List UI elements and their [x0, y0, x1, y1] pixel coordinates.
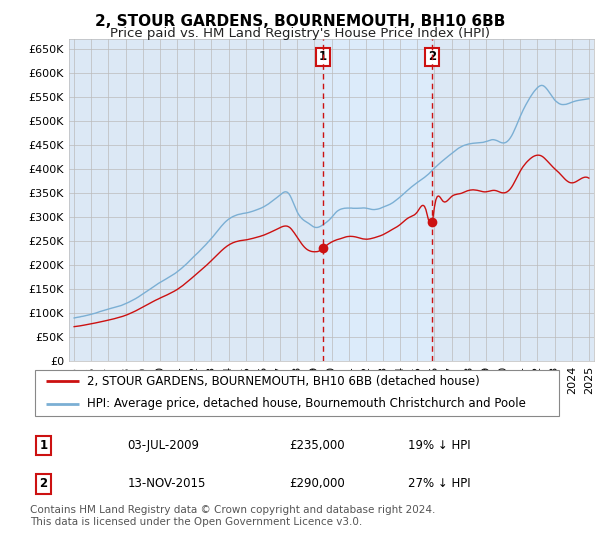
Text: 19% ↓ HPI: 19% ↓ HPI	[408, 439, 470, 452]
Bar	[323, 39, 433, 361]
Text: 2: 2	[428, 50, 436, 63]
Text: 03-JUL-2009: 03-JUL-2009	[127, 439, 199, 452]
Text: 2, STOUR GARDENS, BOURNEMOUTH, BH10 6BB: 2, STOUR GARDENS, BOURNEMOUTH, BH10 6BB	[95, 14, 505, 29]
Text: 13-NOV-2015: 13-NOV-2015	[127, 477, 206, 490]
Text: Price paid vs. HM Land Registry's House Price Index (HPI): Price paid vs. HM Land Registry's House …	[110, 27, 490, 40]
Text: 1: 1	[319, 50, 327, 63]
Text: HPI: Average price, detached house, Bournemouth Christchurch and Poole: HPI: Average price, detached house, Bour…	[86, 398, 526, 410]
Text: 2, STOUR GARDENS, BOURNEMOUTH, BH10 6BB (detached house): 2, STOUR GARDENS, BOURNEMOUTH, BH10 6BB …	[86, 375, 479, 388]
Text: 1: 1	[40, 439, 47, 452]
Text: Contains HM Land Registry data © Crown copyright and database right 2024.
This d: Contains HM Land Registry data © Crown c…	[30, 505, 436, 527]
FancyBboxPatch shape	[35, 370, 559, 416]
Text: £290,000: £290,000	[289, 477, 345, 490]
Text: 2: 2	[40, 477, 47, 490]
Text: £235,000: £235,000	[289, 439, 345, 452]
Text: 27% ↓ HPI: 27% ↓ HPI	[408, 477, 470, 490]
